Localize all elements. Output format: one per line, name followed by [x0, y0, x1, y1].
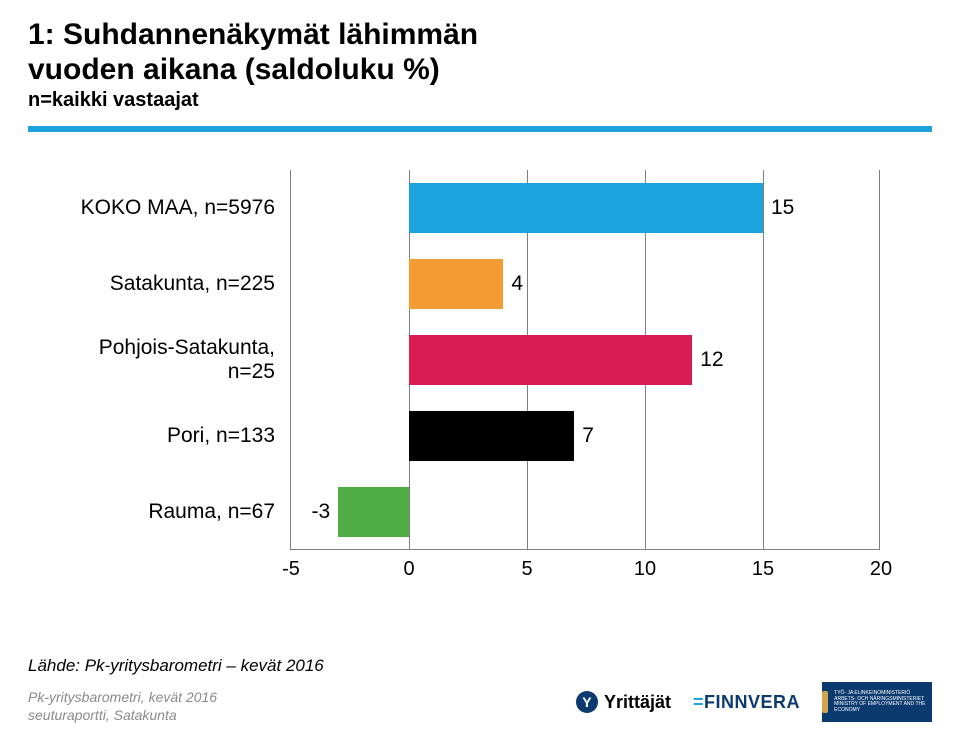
footer-logos: Y Yrittäjät =FINNVERA TYÖ- JA ELINKEINOM…: [576, 682, 932, 722]
category-label: Satakunta, n=225: [60, 272, 275, 296]
x-tick-label: -5: [282, 558, 300, 581]
page-title: 1: Suhdannenäkymät lähimmän vuoden aikan…: [28, 18, 932, 87]
footer: Lähde: Pk-yritysbarometri – kevät 2016 P…: [0, 648, 960, 738]
title-line-1: 1: Suhdannenäkymät lähimmän: [28, 18, 478, 51]
x-tick-label: 20: [870, 558, 892, 581]
value-label: -3: [312, 500, 331, 524]
footer-credit-line1: Pk-yritysbarometri, kevät 2016: [28, 689, 217, 705]
gridline: [763, 170, 764, 549]
bar: [409, 183, 763, 233]
finnvera-icon: =: [693, 692, 704, 712]
x-tick-label: 10: [634, 558, 656, 581]
category-label: KOKO MAA, n=5976: [60, 196, 275, 220]
ministry-crest-icon: [822, 691, 828, 713]
yrittajat-text: Yrittäjät: [604, 692, 671, 713]
finnvera-logo: =FINNVERA: [693, 692, 800, 713]
category-labels: KOKO MAA, n=5976 Satakunta, n=225 Pohjois-…: [60, 170, 275, 550]
category-label: Pohjois-Satakunta, n=25: [60, 336, 275, 384]
bar: [409, 335, 692, 385]
bar: [409, 411, 574, 461]
ministry-logo: TYÖ- JA ELINKEINOMINISTERIÖ ARBETS- OCH …: [822, 682, 932, 722]
bar: [409, 259, 503, 309]
yrittajat-logo: Y Yrittäjät: [576, 691, 671, 713]
value-label: 12: [700, 348, 723, 372]
finnvera-text: FINNVERA: [704, 692, 800, 712]
header-rule: [28, 126, 932, 132]
bar-chart: KOKO MAA, n=5976 Satakunta, n=225 Pohjois-…: [60, 170, 900, 610]
source-text: Lähde: Pk-yritysbarometri – kevät 2016: [28, 656, 324, 676]
value-label: 15: [771, 196, 794, 220]
value-label: 4: [511, 272, 523, 296]
header: 1: Suhdannenäkymät lähimmän vuoden aikan…: [0, 0, 960, 118]
x-tick-label: 5: [521, 558, 532, 581]
page-subtitle: n=kaikki vastaajat: [28, 89, 932, 112]
title-line-2: vuoden aikana (saldoluku %): [28, 53, 440, 86]
value-label: 7: [582, 424, 594, 448]
plot-area: -505101520154127-3: [290, 170, 880, 550]
yrittajat-icon: Y: [576, 691, 598, 713]
x-tick-label: 15: [752, 558, 774, 581]
x-tick-label: 0: [403, 558, 414, 581]
ministry-text: TYÖ- JA ELINKEINOMINISTERIÖ ARBETS- OCH …: [834, 691, 932, 713]
category-label: Rauma, n=67: [60, 500, 275, 524]
footer-credit: Pk-yritysbarometri, kevät 2016 seuturapo…: [28, 689, 217, 724]
category-label: Pori, n=133: [60, 424, 275, 448]
bar: [338, 487, 409, 537]
footer-credit-line2: seuturaportti, Satakunta: [28, 707, 177, 723]
